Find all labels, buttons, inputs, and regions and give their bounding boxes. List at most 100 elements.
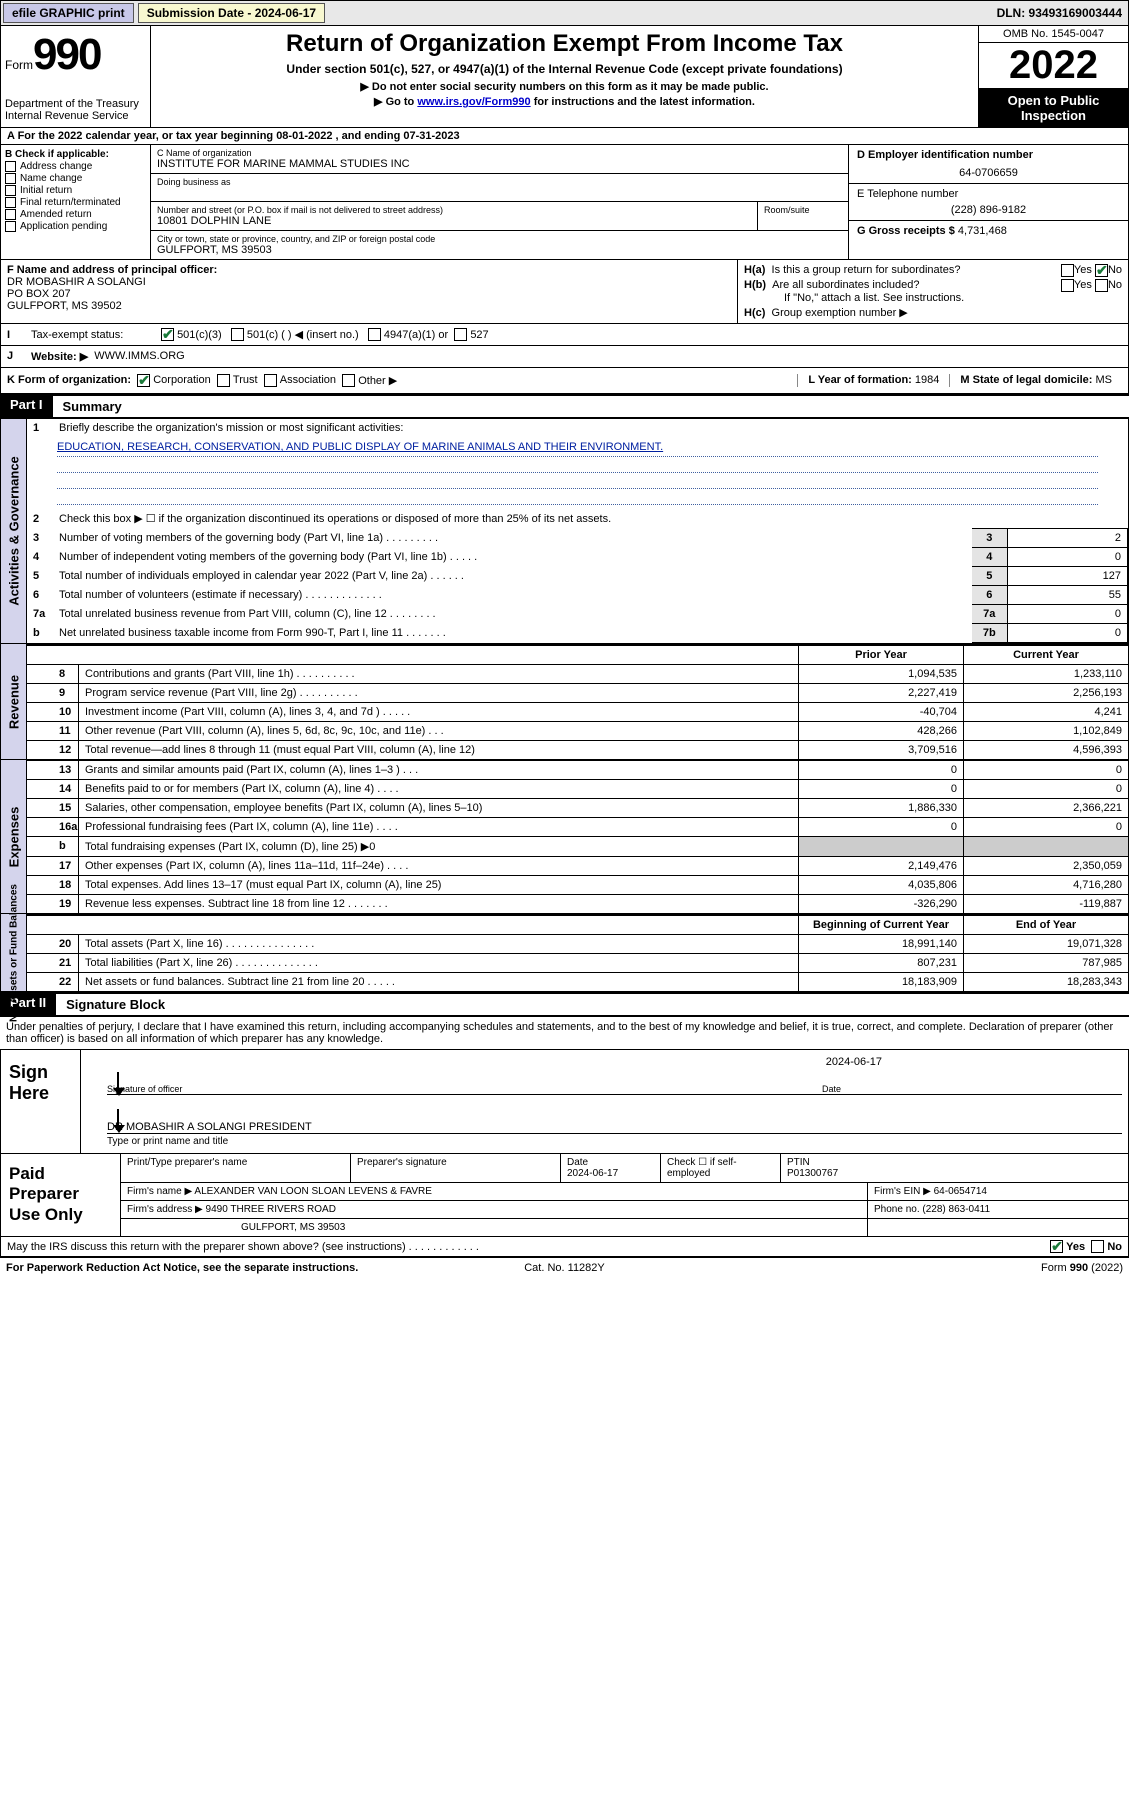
form-header-left: Form990 Department of the Treasury Inter…: [1, 26, 151, 127]
netassets-header: Beginning of Current YearEnd of Year: [27, 914, 1128, 934]
col-b-item: Initial return: [5, 185, 146, 196]
footer-right: Form 990 (2022): [751, 1262, 1123, 1274]
part-2-header: Part II Signature Block: [0, 992, 1129, 1017]
data-row: 15Salaries, other compensation, employee…: [27, 798, 1128, 817]
col-b-item: Application pending: [5, 221, 146, 232]
sig-date-label: Date: [822, 1084, 1122, 1094]
other-checkbox[interactable]: [342, 374, 355, 387]
efile-print-button[interactable]: efile GRAPHIC print: [3, 3, 134, 23]
may-irs-no-checkbox[interactable]: [1091, 1240, 1104, 1253]
col-de: D Employer identification number 64-0706…: [848, 145, 1128, 259]
col-b-item: Final return/terminated: [5, 197, 146, 208]
state-domicile: M State of legal domicile: MS: [949, 374, 1122, 387]
irs-link[interactable]: www.irs.gov/Form990: [417, 96, 530, 108]
checkbox-icon[interactable]: [5, 209, 16, 220]
form-org-label: K Form of organization:: [7, 374, 131, 387]
501c3-checkbox[interactable]: [161, 328, 174, 341]
checkbox-icon[interactable]: [5, 221, 16, 232]
trust-checkbox[interactable]: [217, 374, 230, 387]
netassets-section: Net Assets or Fund Balances Beginning of…: [0, 914, 1129, 992]
dba-cell: Doing business as: [151, 174, 848, 202]
form-word: Form: [5, 58, 33, 72]
527-checkbox[interactable]: [454, 328, 467, 341]
gross-value: 4,731,468: [958, 225, 1007, 237]
ha-label: Is this a group return for subordinates?: [772, 264, 1061, 277]
row-j-website: J Website: ▶ WWW.IMMS.ORG: [0, 346, 1129, 368]
col-b-item: Amended return: [5, 209, 146, 220]
corp-checkbox[interactable]: [137, 374, 150, 387]
checkbox-icon[interactable]: [5, 161, 16, 172]
data-row: bTotal fundraising expenses (Part IX, co…: [27, 836, 1128, 856]
vert-label-revenue: Revenue: [1, 644, 27, 759]
activities-governance-section: Activities & Governance 1Briefly describ…: [0, 419, 1129, 644]
prep-sig-label: Preparer's signature: [351, 1154, 561, 1182]
sign-here-block: Sign Here 2024-06-17 Signature of office…: [0, 1049, 1129, 1154]
checkbox-icon[interactable]: [5, 185, 16, 196]
officer-name: DR MOBASHIR A SOLANGI: [7, 276, 731, 288]
sig-name: DR MOBASHIR A SOLANGI PRESIDENT: [107, 1121, 1122, 1133]
org-name-label: C Name of organization: [157, 148, 842, 158]
dept-label: Department of the Treasury Internal Reve…: [5, 98, 146, 122]
address-value: 10801 DOLPHIN LANE: [157, 215, 751, 227]
hb-note: If "No," attach a list. See instructions…: [784, 292, 1122, 304]
summary-line: 7aTotal unrelated business revenue from …: [27, 605, 1128, 624]
assoc-checkbox[interactable]: [264, 374, 277, 387]
sig-name-label: Type or print name and title: [107, 1136, 1122, 1147]
hc-label: Group exemption number ▶: [772, 307, 908, 319]
officer-addr2: GULFPORT, MS 39502: [7, 300, 731, 312]
dln-label: DLN: 93493169003444: [997, 6, 1128, 20]
form-header: Form990 Department of the Treasury Inter…: [0, 26, 1129, 128]
hb-no-checkbox[interactable]: [1095, 279, 1108, 292]
data-row: 11Other revenue (Part VIII, column (A), …: [27, 721, 1128, 740]
data-row: 19Revenue less expenses. Subtract line 1…: [27, 894, 1128, 913]
ein-cell: D Employer identification number 64-0706…: [849, 145, 1128, 184]
revenue-section: Revenue Prior YearCurrent Year 8Contribu…: [0, 644, 1129, 760]
ein-label: D Employer identification number: [857, 149, 1120, 161]
hb-yes-checkbox[interactable]: [1061, 279, 1074, 292]
submission-date: Submission Date - 2024-06-17: [138, 3, 325, 23]
ein-value: 64-0706659: [857, 167, 1120, 179]
firm-phone-cell: Phone no. (228) 863-0411: [868, 1201, 1128, 1218]
data-row: 12Total revenue—add lines 8 through 11 (…: [27, 740, 1128, 759]
data-row: 22Net assets or fund balances. Subtract …: [27, 972, 1128, 991]
sign-date-val: 2024-06-17: [87, 1056, 1122, 1068]
gross-cell: G Gross receipts $ 4,731,468: [849, 220, 1128, 241]
website-link[interactable]: WWW.IMMS.ORG: [94, 350, 184, 363]
ha-yes-checkbox[interactable]: [1061, 264, 1074, 277]
city-cell: City or town, state or province, country…: [151, 231, 848, 259]
block-bcd: B Check if applicable: Address changeNam…: [0, 145, 1129, 260]
paid-preparer-label: Paid Preparer Use Only: [1, 1154, 121, 1236]
ha-no-checkbox[interactable]: [1095, 264, 1108, 277]
checkbox-icon[interactable]: [5, 173, 16, 184]
footer-mid: Cat. No. 11282Y: [378, 1262, 750, 1274]
tax-status-label: Tax-exempt status:: [31, 329, 161, 341]
address-row: Number and street (or P.O. box if mail i…: [151, 202, 848, 231]
part-1-title: Summary: [53, 394, 1129, 419]
4947-checkbox[interactable]: [368, 328, 381, 341]
form-header-center: Return of Organization Exempt From Incom…: [151, 26, 978, 127]
may-irs-yes-checkbox[interactable]: [1050, 1240, 1063, 1253]
dba-label: Doing business as: [157, 177, 842, 187]
row-a-tax-year: A For the 2022 calendar year, or tax yea…: [0, 128, 1129, 145]
part-2-title: Signature Block: [56, 992, 1129, 1017]
data-row: 18Total expenses. Add lines 13–17 (must …: [27, 875, 1128, 894]
data-row: 20Total assets (Part X, line 16) . . . .…: [27, 934, 1128, 953]
col-b: B Check if applicable: Address changeNam…: [1, 145, 151, 259]
phone-label: E Telephone number: [857, 188, 1120, 200]
mission-link[interactable]: EDUCATION, RESEARCH, CONSERVATION, AND P…: [57, 441, 663, 453]
phone-value: (228) 896-9182: [857, 204, 1120, 216]
footer-row: For Paperwork Reduction Act Notice, see …: [0, 1257, 1129, 1278]
form-subtitle-1: Under section 501(c), 527, or 4947(a)(1)…: [157, 62, 972, 76]
line2-label: Check this box ▶ ☐ if the organization d…: [59, 512, 1122, 525]
form-subtitle-3: ▶ Go to www.irs.gov/Form990 for instruct…: [157, 95, 972, 108]
block-fgh: F Name and address of principal officer:…: [0, 260, 1129, 324]
may-irs-row: May the IRS discuss this return with the…: [0, 1237, 1129, 1257]
checkbox-icon[interactable]: [5, 197, 16, 208]
address-label: Number and street (or P.O. box if mail i…: [157, 205, 751, 215]
form-header-right: OMB No. 1545-0047 2022 Open to Public In…: [978, 26, 1128, 127]
org-name: INSTITUTE FOR MARINE MAMMAL STUDIES INC: [157, 158, 842, 170]
501c-checkbox[interactable]: [231, 328, 244, 341]
footer-left: For Paperwork Reduction Act Notice, see …: [6, 1262, 378, 1274]
form-subtitle-2: ▶ Do not enter social security numbers o…: [157, 80, 972, 93]
firm-name-cell: Firm's name ▶ ALEXANDER VAN LOON SLOAN L…: [121, 1183, 868, 1200]
